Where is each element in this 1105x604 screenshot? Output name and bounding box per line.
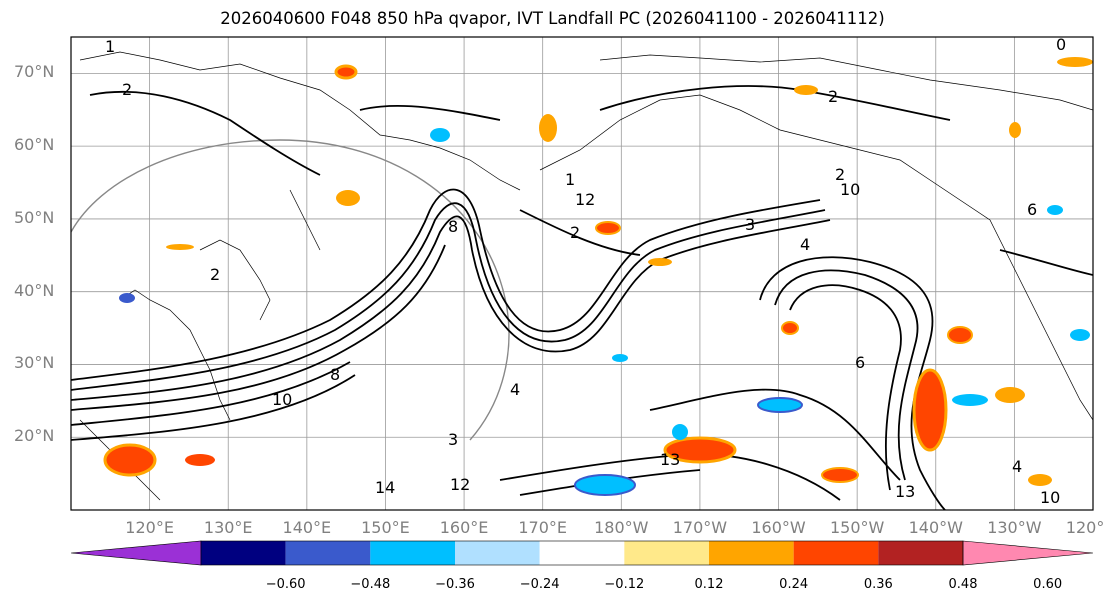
- colorbar-frame: [200, 540, 964, 566]
- contour-label: 10: [1040, 488, 1060, 507]
- lon-label: 150°W: [829, 518, 885, 537]
- contour-label: 3: [448, 430, 458, 449]
- colorbar-swatch: [539, 541, 625, 565]
- colorbar-tick-label: 0.48: [948, 577, 978, 592]
- contour-label: 8: [330, 365, 340, 384]
- colorbar-swatch: [878, 541, 963, 565]
- contour-label: 2: [570, 223, 580, 242]
- contour-label: 4: [1012, 457, 1022, 476]
- lon-label: 140°E: [282, 518, 332, 537]
- lat-label: 30°N: [14, 353, 55, 373]
- lon-label: 120°W: [1065, 518, 1105, 537]
- contour-label: 14: [375, 478, 395, 497]
- colorbar-extend-low: [70, 540, 202, 566]
- contour-label: 6: [855, 353, 865, 372]
- colorbar-tick-label: −0.48: [350, 577, 391, 592]
- contour-label: 4: [510, 380, 520, 399]
- colorbar-swatch: [370, 541, 455, 565]
- lat-label: 50°N: [14, 207, 55, 227]
- map-frame: [70, 36, 1094, 511]
- lat-label: 70°N: [14, 62, 55, 82]
- contour-label: 2: [828, 87, 838, 106]
- contour-label: 6: [1027, 200, 1037, 219]
- contour-label: 10: [840, 180, 860, 199]
- qvapor-contours: [71, 85, 1093, 510]
- lat-label: 20°N: [14, 426, 55, 446]
- contour-label: 1: [105, 37, 115, 56]
- colorbar-swatch: [285, 541, 371, 565]
- contour-label: 2: [210, 265, 220, 284]
- contour-label: 13: [895, 482, 915, 501]
- colorbar-tick-label: 0.12: [694, 577, 724, 592]
- contour-label: 8: [448, 217, 458, 236]
- lon-label: 170°W: [672, 518, 728, 537]
- lon-label: 180°W: [594, 518, 649, 537]
- lon-label: 120°E: [125, 518, 174, 537]
- colorbar-tick-label: 0.24: [779, 577, 809, 592]
- contour-label: 4: [800, 235, 810, 254]
- colorbar-tick-label: −0.60: [265, 577, 306, 592]
- lat-label: 60°N: [14, 135, 55, 155]
- colorbar-tick-label: −0.36: [435, 577, 475, 592]
- colorbar: [70, 540, 1094, 566]
- lon-label: 140°W: [908, 518, 963, 537]
- contour-label: 0: [1056, 35, 1066, 54]
- contour-label: 3: [745, 215, 755, 234]
- chart-title: 2026040600 F048 850 hPa qvapor, IVT Land…: [220, 9, 885, 28]
- lon-label: 160°E: [439, 518, 489, 537]
- colorbar-swatch: [624, 541, 709, 565]
- colorbar-swatch: [455, 541, 540, 565]
- contour-label: 10: [272, 390, 292, 409]
- colorbar-tick-label: −0.24: [519, 577, 560, 592]
- colorbar-swatch: [793, 541, 879, 565]
- contour-label: 1: [565, 170, 575, 189]
- coastlines: [79, 51, 1093, 501]
- lon-label: 130°E: [203, 518, 253, 537]
- contour-label: 2: [835, 165, 845, 184]
- lon-label: 130°W: [987, 518, 1042, 537]
- range-circle: [71, 139, 510, 441]
- colorbar-swatch: [709, 541, 794, 565]
- colorbar-tick-label: 0.60: [1033, 577, 1063, 592]
- lat-label: 40°N: [14, 280, 55, 300]
- lon-label: 160°W: [751, 518, 806, 537]
- contour-label: 12: [450, 475, 470, 494]
- colorbar-tick-label: −0.12: [604, 577, 645, 592]
- lon-label: 150°E: [361, 518, 410, 537]
- colorbar-tick-label: 0.36: [863, 577, 893, 592]
- ivt-pc-shading: [103, 57, 1093, 496]
- contour-label: 13: [660, 450, 680, 469]
- colorbar-extend-high: [962, 540, 1094, 566]
- lon-label: 170°E: [518, 518, 568, 537]
- contour-label: 2: [122, 80, 132, 99]
- contour-label: 12: [575, 190, 595, 209]
- colorbar-swatch: [201, 541, 286, 565]
